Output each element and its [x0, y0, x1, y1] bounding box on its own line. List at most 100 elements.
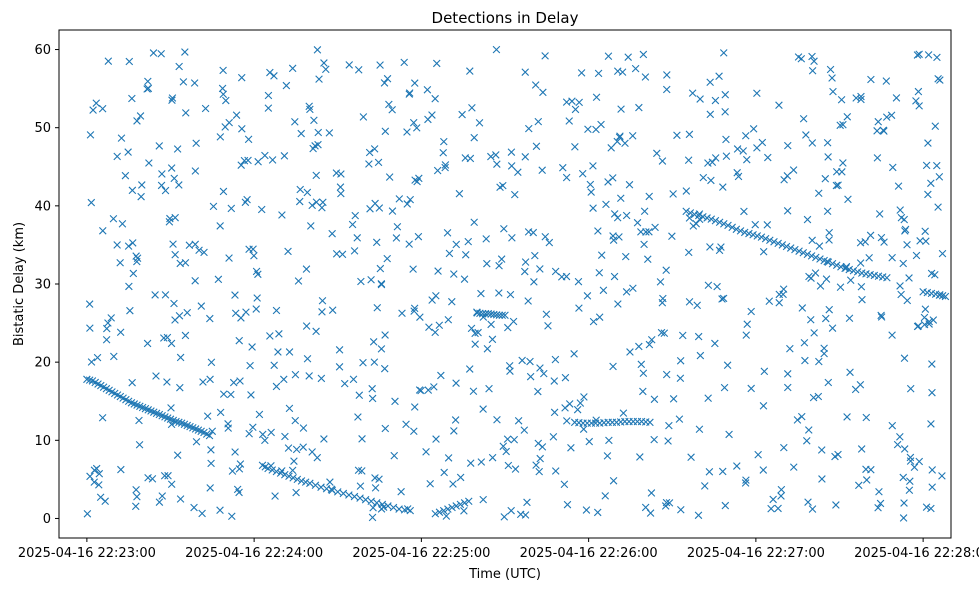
clutter-point — [240, 156, 249, 165]
clutter-point — [292, 445, 301, 454]
clutter-point — [292, 488, 300, 497]
clutter-point — [465, 365, 474, 373]
clutter-point — [723, 361, 732, 370]
clutter-point — [125, 57, 134, 66]
clutter-point — [87, 198, 96, 207]
track-point — [372, 499, 381, 507]
clutter-point — [469, 387, 478, 396]
clutter-point — [662, 498, 671, 507]
clutter-point — [207, 446, 215, 454]
clutter-point — [574, 277, 583, 286]
track-point — [478, 309, 487, 318]
clutter-point — [741, 479, 750, 487]
clutter-point — [928, 466, 937, 474]
track-point — [175, 418, 183, 427]
clutter-point — [721, 90, 730, 99]
track-point — [83, 375, 91, 384]
clutter-point — [477, 289, 485, 298]
track-point — [816, 255, 824, 263]
clutter-point — [282, 81, 291, 90]
clutter-point — [711, 154, 720, 162]
clutter-point — [783, 172, 792, 180]
clutter-point — [104, 57, 113, 65]
clutter-point — [808, 52, 816, 61]
clutter-point — [614, 300, 622, 308]
clutter-point — [510, 435, 519, 444]
clutter-point — [562, 173, 571, 182]
clutter-point — [538, 443, 547, 451]
clutter-point — [669, 395, 678, 403]
y-axis-label: Bistatic Delay (km) — [12, 222, 27, 346]
clutter-point — [622, 288, 631, 296]
clutter-point — [167, 164, 176, 172]
clutter-point — [433, 166, 442, 175]
clutter-point — [641, 73, 650, 81]
clutter-point — [685, 298, 694, 306]
clutter-point — [924, 139, 932, 147]
clutter-point — [551, 467, 560, 475]
clutter-point — [706, 78, 714, 87]
clutter-point — [846, 368, 854, 377]
clutter-point — [496, 183, 504, 192]
clutter-point — [888, 421, 897, 430]
clutter-point — [613, 213, 622, 222]
clutter-point — [793, 416, 802, 424]
chart-title: Detections in Delay — [432, 9, 579, 27]
clutter-point — [285, 348, 294, 356]
clutter-point — [749, 125, 758, 133]
clutter-point — [181, 48, 189, 56]
clutter-point — [720, 383, 729, 392]
clutter-point — [359, 113, 368, 121]
track-point — [384, 502, 392, 510]
clutter-point — [104, 319, 112, 327]
clutter-point — [291, 416, 300, 425]
clutter-point — [290, 457, 298, 465]
clutter-point — [443, 229, 452, 237]
clutter-point — [541, 52, 549, 60]
clutter-point — [229, 378, 238, 387]
clutter-point — [365, 148, 374, 157]
clutter-point — [896, 433, 904, 441]
clutter-point — [354, 413, 362, 421]
clutter-point — [279, 375, 288, 384]
clutter-point — [824, 378, 833, 387]
clutter-point — [380, 79, 389, 87]
track-point — [435, 508, 444, 516]
clutter-point — [452, 379, 460, 387]
clutter-point — [857, 92, 865, 101]
clutter-point — [460, 507, 468, 515]
clutter-point — [375, 475, 383, 483]
clutter-point — [622, 211, 631, 220]
clutter-point — [742, 476, 750, 484]
clutter-point — [597, 120, 605, 129]
clutter-point — [659, 294, 667, 303]
track-point — [699, 212, 707, 221]
clutter-point — [235, 336, 244, 345]
clutter-point — [266, 332, 274, 340]
clutter-point — [829, 87, 837, 96]
clutter-point — [435, 321, 444, 330]
clutter-point — [328, 229, 336, 238]
clutter-point — [662, 370, 671, 379]
clutter-point — [354, 66, 363, 74]
clutter-point — [526, 372, 535, 381]
clutter-point — [767, 504, 775, 513]
clutter-point — [441, 163, 449, 172]
clutter-point — [219, 187, 228, 196]
clutter-point — [665, 421, 673, 430]
clutter-point — [167, 339, 176, 348]
clutter-point — [403, 200, 412, 208]
plot-area — [83, 45, 950, 522]
clutter-point — [485, 384, 493, 393]
clutter-point — [390, 451, 399, 460]
clutter-point — [539, 369, 548, 378]
clutter-point — [857, 282, 866, 291]
clutter-point — [281, 432, 289, 441]
clutter-point — [779, 285, 788, 293]
clutter-point — [906, 477, 914, 485]
clutter-point — [928, 388, 936, 397]
track-point — [498, 311, 507, 320]
clutter-point — [562, 98, 571, 106]
track-point — [728, 223, 736, 232]
clutter-point — [711, 339, 719, 348]
